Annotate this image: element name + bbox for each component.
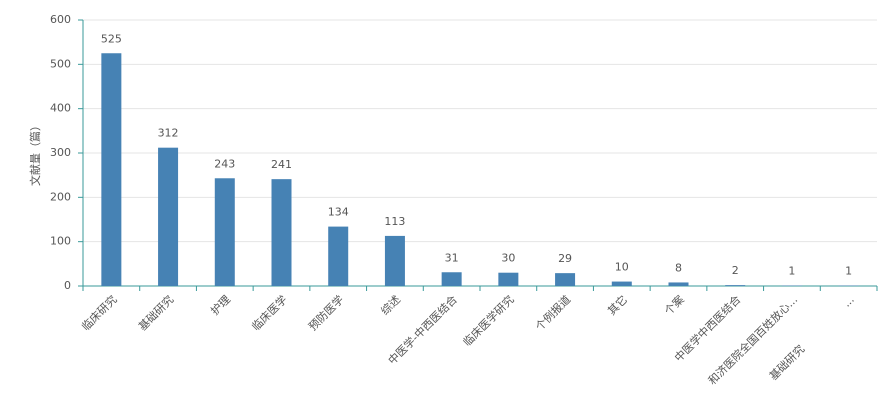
x-tick-label: 个案	[661, 292, 686, 317]
bar	[384, 235, 405, 286]
y-tick-label: 600	[50, 13, 71, 26]
x-tick-label: 护理	[208, 292, 233, 317]
x-tick-label: 个例报道	[532, 292, 573, 333]
data-label: 10	[615, 261, 629, 274]
data-label: 525	[101, 32, 122, 45]
data-label: 1	[845, 265, 852, 278]
y-tick-label: 0	[64, 279, 71, 292]
bar	[498, 272, 519, 286]
y-tick-label: 500	[50, 57, 71, 70]
y-tick-label: 200	[50, 190, 71, 203]
bar	[555, 273, 576, 286]
x-tick-label-line: 基础研究	[766, 342, 807, 383]
y-tick-label: 300	[50, 146, 71, 159]
x-tick-label: 临床医学	[249, 292, 290, 333]
bar	[611, 281, 632, 286]
bar	[668, 282, 689, 286]
x-tick-label: 临床医学研究	[460, 292, 517, 349]
data-label: 241	[271, 158, 292, 171]
data-label: 1	[788, 265, 795, 278]
y-tick-label: 100	[50, 235, 71, 248]
data-label: 30	[501, 252, 515, 265]
bar	[725, 285, 746, 286]
data-label: 29	[558, 252, 572, 265]
bar	[271, 179, 292, 286]
bar	[328, 226, 349, 286]
data-label: 243	[214, 157, 235, 170]
data-label: 31	[445, 251, 459, 264]
bar	[214, 178, 235, 286]
data-label: 2	[732, 264, 739, 277]
x-tick-label: 预防医学	[305, 292, 346, 333]
data-label: 8	[675, 261, 682, 274]
x-tick-label: 其它	[605, 292, 630, 317]
data-label: 312	[158, 127, 179, 140]
bar	[101, 53, 122, 286]
x-tick-label: 临床研究	[79, 292, 120, 333]
bar	[441, 272, 462, 286]
bar	[158, 147, 179, 286]
y-tick-label: 400	[50, 102, 71, 115]
data-label: 113	[384, 215, 405, 228]
y-axis-label: 文献量（篇）	[28, 120, 42, 186]
x-tick-label: ...	[840, 293, 857, 310]
x-tick-label: 基础研究	[135, 292, 176, 333]
x-tick-label: 综述	[378, 292, 403, 317]
data-label: 134	[328, 206, 349, 219]
